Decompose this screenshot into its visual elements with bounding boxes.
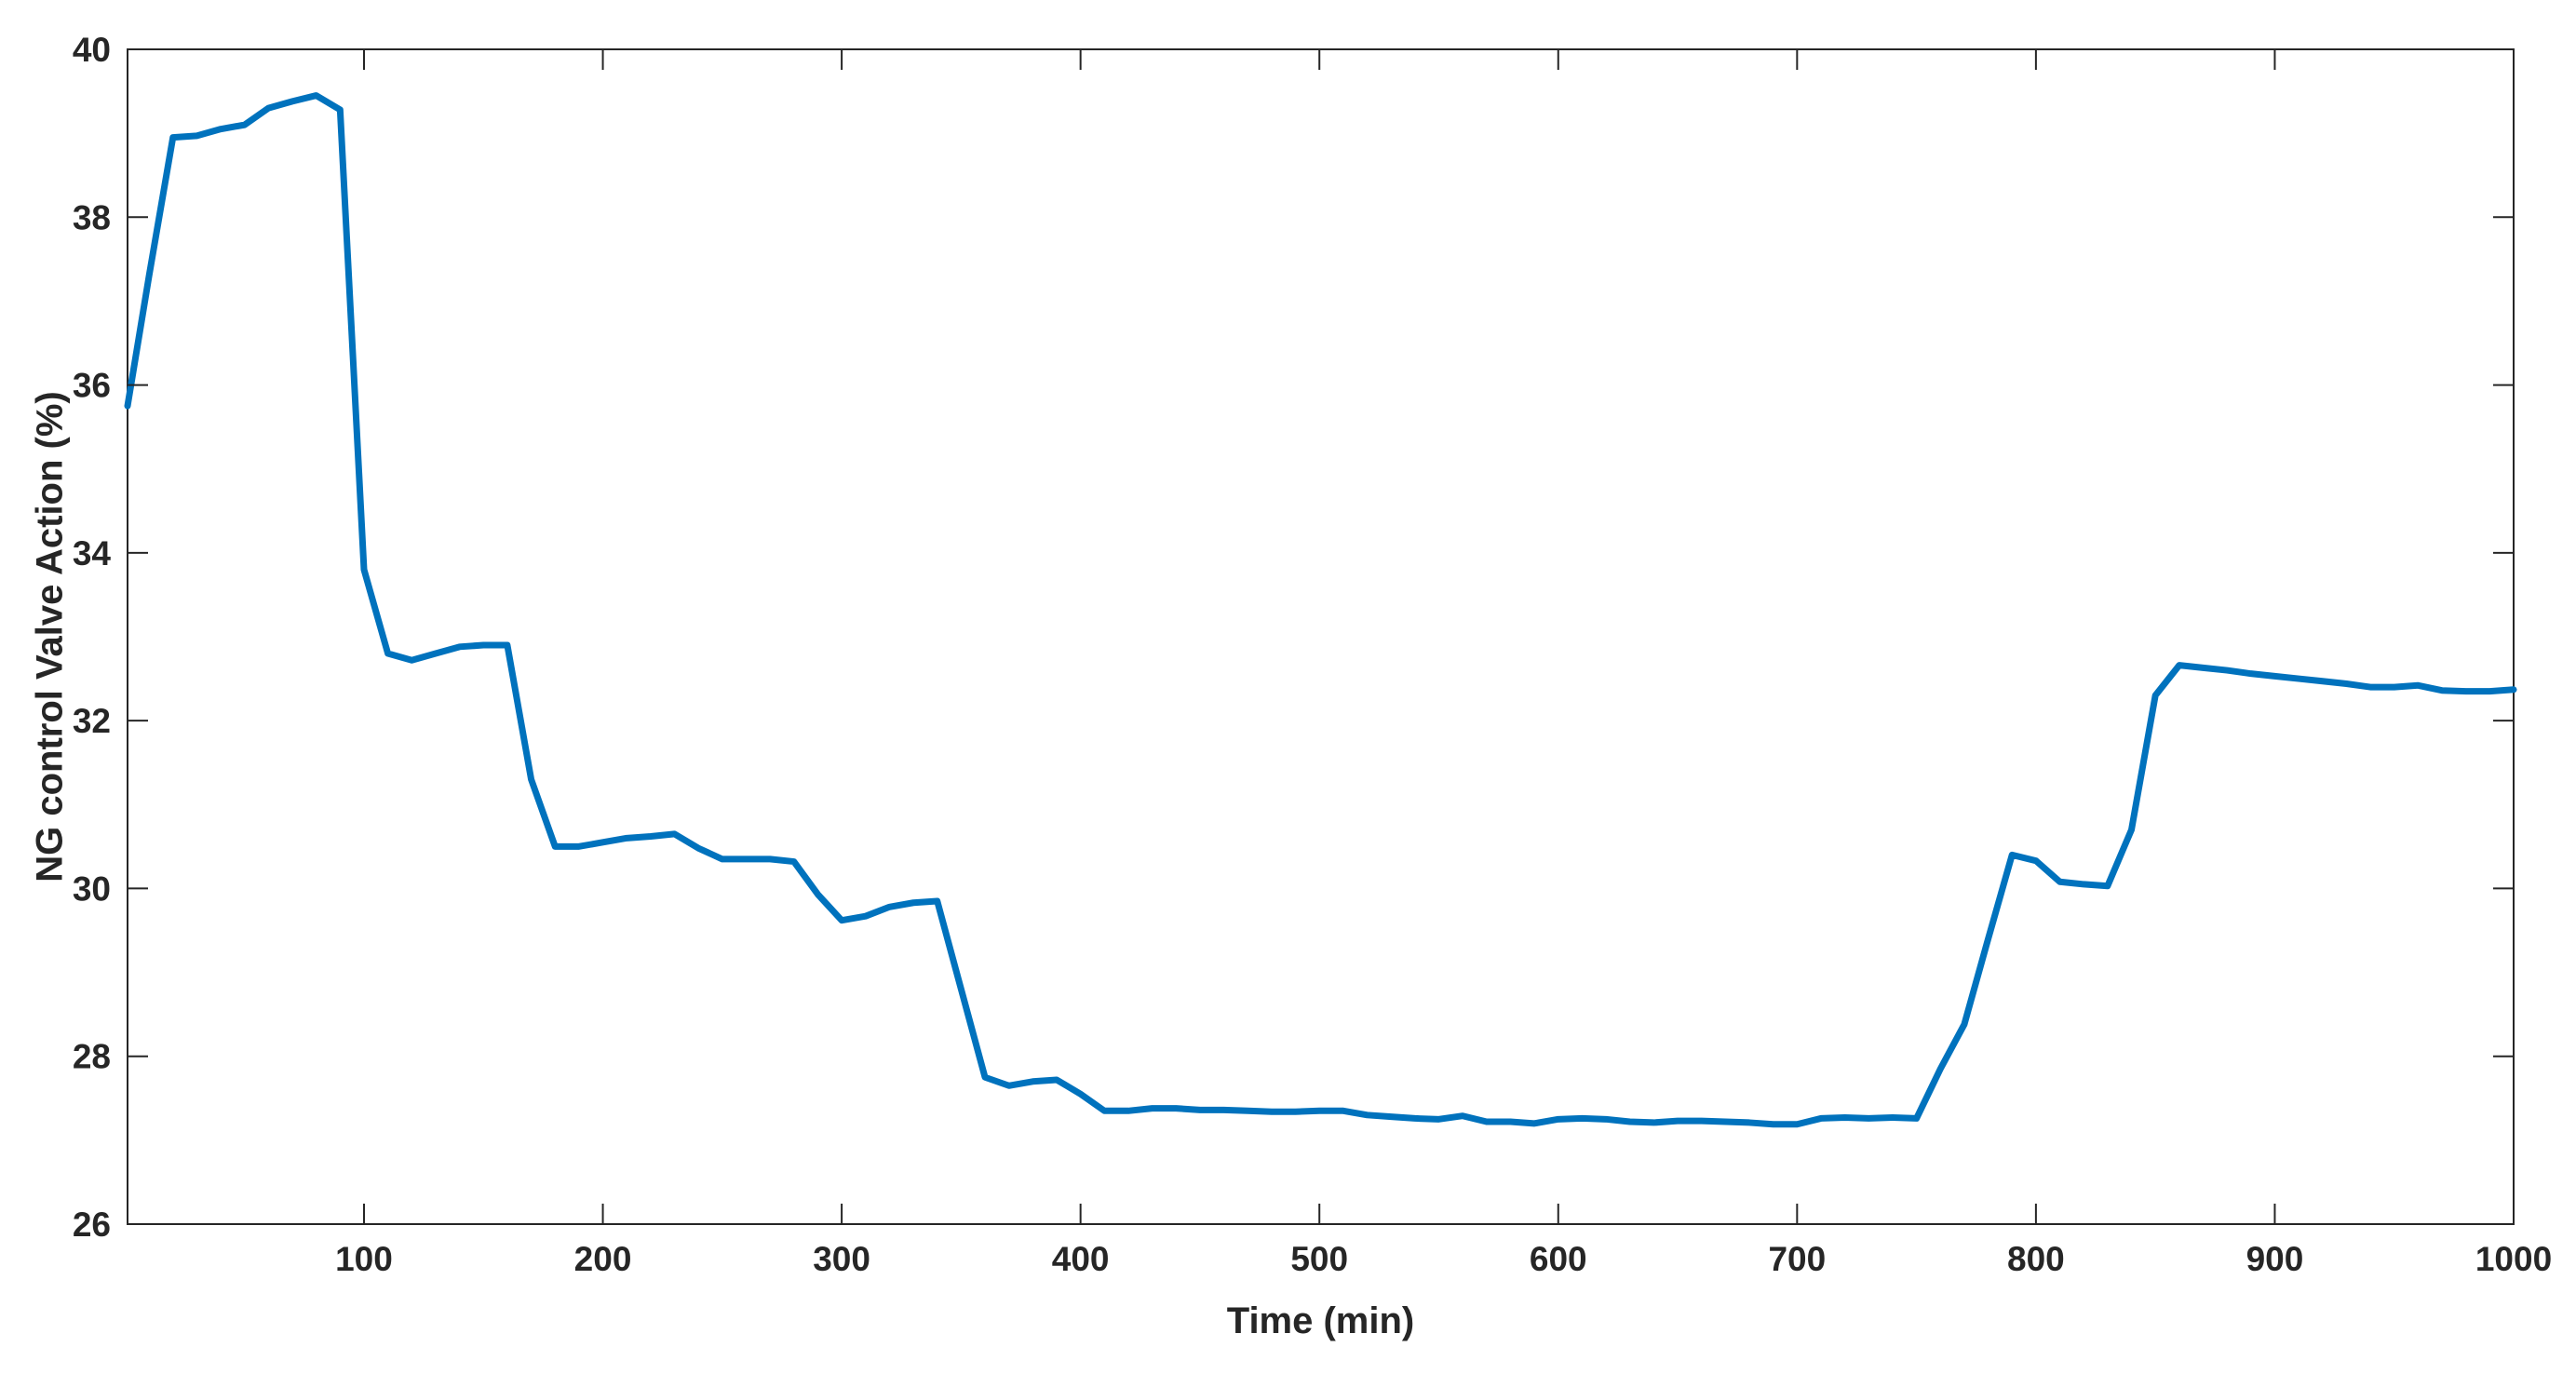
- x-tick-label: 500: [1290, 1240, 1348, 1278]
- x-axis-label: Time (min): [1227, 1300, 1415, 1341]
- y-tick-label: 38: [73, 198, 111, 236]
- x-tick-label: 600: [1530, 1240, 1587, 1278]
- y-axis-label: NG control Valve Action (%): [30, 391, 71, 882]
- y-tick-label: 30: [73, 869, 111, 908]
- x-tick-label: 900: [2246, 1240, 2304, 1278]
- series-line: [124, 92, 2517, 1128]
- x-tick-label: 800: [2007, 1240, 2065, 1278]
- x-tick-label: 300: [813, 1240, 870, 1278]
- x-tick-label: 1000: [2475, 1240, 2552, 1278]
- y-tick-label: 40: [73, 31, 111, 69]
- y-tick-label: 26: [73, 1206, 111, 1244]
- y-tick-label: 34: [73, 534, 112, 572]
- y-tick-label: 32: [73, 702, 111, 740]
- plot-area: [124, 48, 2517, 1225]
- x-tick-label: 700: [1768, 1240, 1826, 1278]
- x-tick-label: 100: [335, 1240, 393, 1278]
- x-tick-label: 400: [1052, 1240, 1110, 1278]
- y-tick-label: 28: [73, 1038, 111, 1076]
- axes-box: [127, 48, 2515, 1225]
- y-tick-label: 36: [73, 367, 111, 405]
- x-tick-label: 200: [574, 1240, 632, 1278]
- axis-ticks: 100 200 300 400 500 600 700 800 900 1000 26 28 30 32 3…: [73, 31, 2552, 1278]
